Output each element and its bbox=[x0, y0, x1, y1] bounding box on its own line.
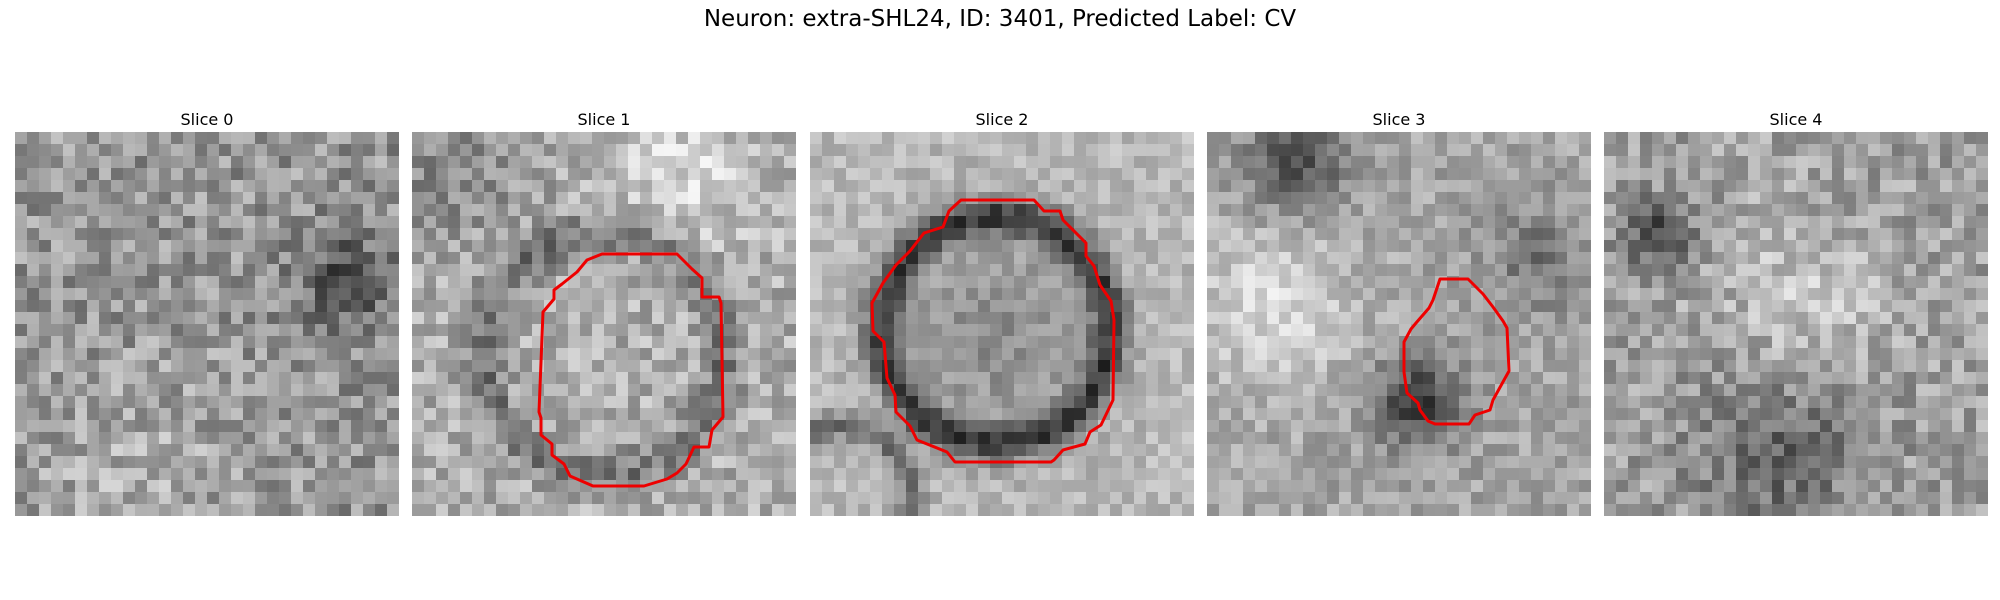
figure-title: Neuron: extra-SHL24, ID: 3401, Predicted… bbox=[703, 6, 1297, 32]
slice-image-3 bbox=[1207, 132, 1591, 516]
slice-title-2: Slice 2 bbox=[975, 110, 1029, 129]
slice-title-0: Slice 0 bbox=[180, 110, 234, 129]
slice-panel-4: Slice 4 bbox=[1604, 108, 1988, 516]
segmentation-contour-1 bbox=[537, 252, 725, 488]
segmentation-contour-3 bbox=[1402, 277, 1511, 426]
slice-title-3: Slice 3 bbox=[1372, 110, 1426, 129]
slice-image-4 bbox=[1604, 132, 1988, 516]
segmentation-contour-2 bbox=[870, 198, 1116, 464]
slice-title-1: Slice 1 bbox=[577, 110, 631, 129]
slice-panel-2: Slice 2 bbox=[810, 108, 1194, 516]
slice-title-4: Slice 4 bbox=[1769, 110, 1823, 129]
slice-image-0 bbox=[15, 132, 399, 516]
slice-panel-0: Slice 0 bbox=[15, 108, 399, 516]
slice-panel-3: Slice 3 bbox=[1207, 108, 1591, 516]
slice-panel-1: Slice 1 bbox=[412, 108, 796, 516]
slice-image-1 bbox=[412, 132, 796, 516]
